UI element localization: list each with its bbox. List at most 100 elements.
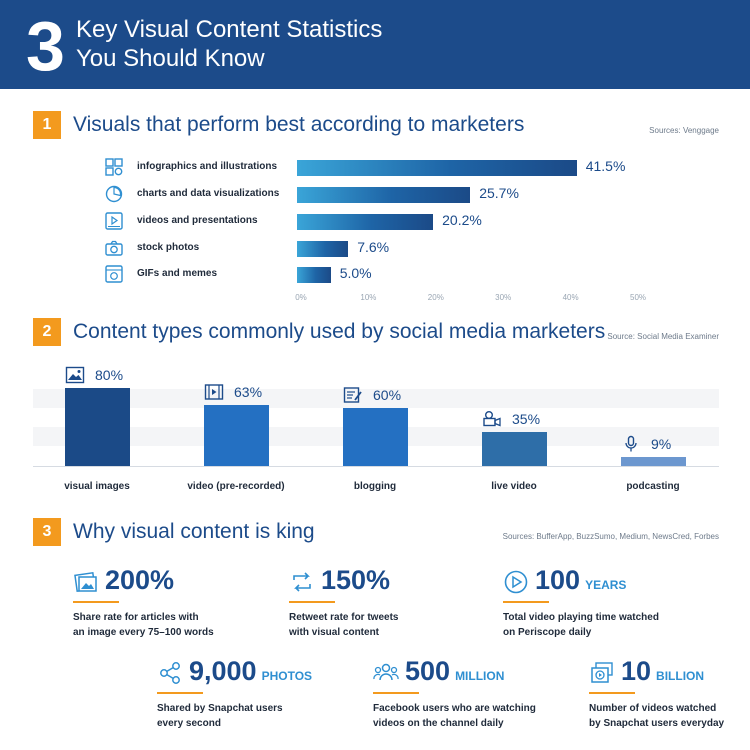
bar-label: videos and presentations xyxy=(137,215,258,226)
section-2-title: Content types commonly used by social me… xyxy=(73,320,606,343)
stat-value: 150% xyxy=(321,565,391,595)
share-icon xyxy=(160,662,180,684)
stat-description-line: Shared by Snapchat users xyxy=(157,703,283,714)
play-circle-icon xyxy=(504,570,528,594)
users-icon xyxy=(373,663,399,681)
stat-value: 100 xyxy=(535,565,581,595)
camera-icon xyxy=(105,240,123,256)
stat-value: 200% xyxy=(105,565,175,595)
stat-value: 9,000 xyxy=(189,656,257,686)
stat-divider xyxy=(589,692,635,694)
stat-description-line: Total video playing time watched xyxy=(503,612,659,623)
stat-unit: YEARS xyxy=(585,578,627,592)
bar-label: infographics and illustrations xyxy=(137,161,278,172)
section-3-title: Why visual content is king xyxy=(73,520,315,543)
bar-row: videos and presentations 20.2% xyxy=(104,211,664,233)
bar xyxy=(297,241,349,257)
stat-divider xyxy=(503,601,549,603)
column-bar xyxy=(64,388,130,466)
column-category-label: visual images xyxy=(64,481,130,492)
gif-icon xyxy=(105,265,123,283)
video-stack-icon xyxy=(591,662,613,683)
stat-card: 9,000 PHOTOS Shared by Snapchat users eve… xyxy=(157,656,357,740)
x-axis-tick-label: 10% xyxy=(360,293,377,302)
video-icon xyxy=(105,212,123,230)
chart-baseline xyxy=(33,466,719,467)
column-value-label: 60% xyxy=(373,386,402,403)
section-3-source: Sources: BufferApp, BuzzSumo, Medium, Ne… xyxy=(502,532,719,541)
stat-description-line: videos on the channel daily xyxy=(373,718,504,729)
column-bar xyxy=(620,457,686,466)
bar-label: stock photos xyxy=(137,242,200,253)
chart-band xyxy=(33,389,719,408)
stat-value: 500 xyxy=(405,656,451,686)
stat-description: Shared by Snapchat users every second xyxy=(157,701,377,731)
stat-card: 100 YEARS Total video playing time watche… xyxy=(503,565,703,649)
column-value-label: 9% xyxy=(651,436,672,453)
column-value-label: 80% xyxy=(95,367,124,383)
stat-description: Share rate for articles with an image ev… xyxy=(73,610,293,640)
column-category-label: video (pre-recorded) xyxy=(187,481,285,492)
bar-row: stock photos 7.6% xyxy=(104,238,664,260)
header-banner: 3 Key Visual Content Statistics You Shou… xyxy=(0,0,750,89)
stat-number: 9,000 PHOTOS xyxy=(189,656,312,687)
live-camera-icon xyxy=(483,410,501,427)
bar-value-label: 20.2% xyxy=(442,212,482,228)
bar-value-label: 41.5% xyxy=(585,158,626,174)
stat-unit: BILLION xyxy=(656,669,705,683)
stat-divider xyxy=(157,692,203,694)
bar-row: charts and data visualizations 25.7% xyxy=(104,184,664,206)
stat-unit: PHOTOS xyxy=(261,669,313,683)
header-number: 3 xyxy=(26,7,65,85)
column-category-label: podcasting xyxy=(626,481,680,492)
column-bar xyxy=(342,407,408,466)
stat-description-line: Facebook users who are watching xyxy=(373,703,536,714)
column-category-label: blogging xyxy=(353,481,397,492)
x-axis-tick-label: 0% xyxy=(295,293,307,302)
column-value-label: 63% xyxy=(234,383,263,400)
bar-row: GIFs and memes 5.0% xyxy=(104,264,664,286)
section-1-source: Sources: Venggage xyxy=(649,126,719,135)
stat-description-line: by Snapchat users everyday xyxy=(589,718,725,729)
bar-value-label: 7.6% xyxy=(357,239,390,255)
bar-label: GIFs and memes xyxy=(137,268,218,279)
column-bar xyxy=(203,404,269,466)
stat-description-line: on Periscope daily xyxy=(503,627,592,638)
image-stack-icon xyxy=(74,571,97,593)
stat-divider xyxy=(73,601,119,603)
bar-value-label: 25.7% xyxy=(479,185,519,201)
section-1-title: Visuals that perform best according to m… xyxy=(73,113,525,136)
stat-description-line: an image every 75–100 words xyxy=(73,627,214,638)
x-axis-tick-label: 40% xyxy=(562,293,579,302)
stat-number: 200% xyxy=(105,565,179,596)
section-1-badge: 1 xyxy=(33,111,61,139)
microphone-icon xyxy=(625,436,637,452)
x-axis-tick-label: 20% xyxy=(427,293,444,302)
bar xyxy=(297,187,471,203)
column-bar xyxy=(481,431,547,466)
stat-value: 10 xyxy=(621,656,652,686)
stat-card: 200% Share rate for articles with an ima… xyxy=(73,565,273,649)
x-axis-tick-label: 30% xyxy=(495,293,512,302)
stat-description-line: Retweet rate for tweets xyxy=(289,612,399,623)
chart-icon xyxy=(105,185,123,203)
stat-number: 10 BILLION xyxy=(621,656,704,687)
page-title-line2: You Should Know xyxy=(76,45,265,72)
section-2-source: Source: Social Media Examiner xyxy=(607,332,719,341)
stat-number: 100 YEARS xyxy=(535,565,626,596)
stat-description: Facebook users who are watching videos o… xyxy=(373,701,593,731)
stat-description: Number of videos watched by Snapchat use… xyxy=(589,701,750,731)
bar-value-label: 5.0% xyxy=(339,265,372,281)
stat-description-line: every second xyxy=(157,718,221,729)
x-axis-tick-label: 50% xyxy=(629,293,647,302)
stat-number: 500 MILLION xyxy=(405,656,504,687)
stat-card: 10 BILLION Number of videos watched by Sn… xyxy=(589,656,750,740)
column-value-label: 35% xyxy=(512,410,541,427)
stat-number: 150% xyxy=(321,565,395,596)
bar-label: charts and data visualizations xyxy=(137,188,280,199)
blog-icon xyxy=(343,386,362,403)
stat-description-line: Share rate for articles with xyxy=(73,612,199,623)
bar xyxy=(297,160,577,176)
bar-row: infographics and illustrations 41.5% xyxy=(104,157,664,179)
column-category-label: live video xyxy=(491,481,537,492)
